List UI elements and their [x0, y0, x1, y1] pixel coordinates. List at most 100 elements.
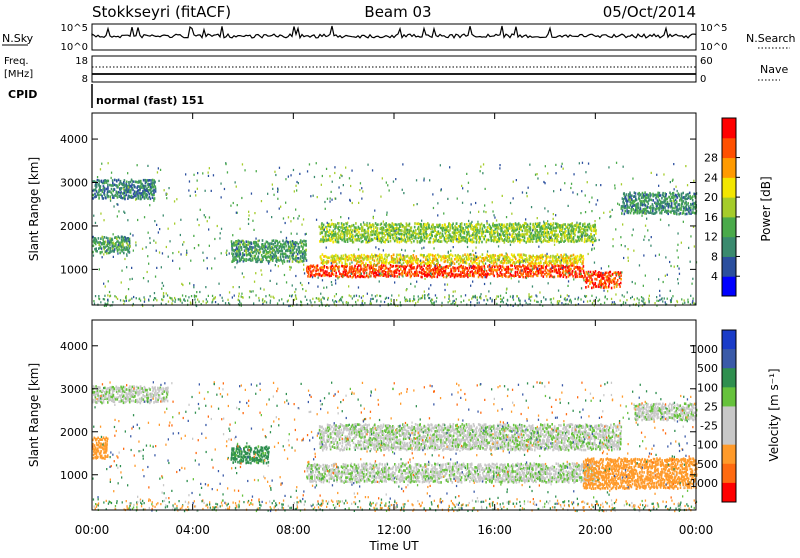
power-noise-cell: [339, 177, 340, 179]
power-noise-cell: [142, 248, 143, 250]
power-cell: [262, 258, 264, 261]
power-noise-cell: [557, 235, 558, 237]
power-noise-cell: [494, 217, 495, 219]
power-noise-cell: [263, 289, 264, 291]
power-cell: [635, 195, 637, 198]
power-cell: [401, 235, 403, 238]
power-cell: [152, 181, 154, 184]
power-noise-cell: [652, 195, 653, 197]
power-cell: [480, 256, 482, 259]
power-noise-cell: [374, 269, 375, 271]
power-cell: [343, 271, 345, 274]
power-noise-cell: [321, 184, 322, 186]
power-cell: [358, 236, 360, 239]
power-cell: [268, 251, 270, 254]
power-noise-cell: [253, 229, 254, 231]
power-noise-cell: [289, 269, 290, 271]
power-cell: [430, 241, 432, 244]
power-noise-cell: [555, 164, 556, 166]
power-noise-cell: [665, 275, 666, 277]
power-noise-cell: [470, 285, 471, 287]
power-cell: [301, 245, 303, 248]
power-cell: [470, 274, 472, 277]
power-noise-cell: [197, 180, 198, 182]
power-cell: [374, 259, 376, 262]
power-cell: [344, 265, 346, 268]
power-noise-cell: [296, 181, 297, 183]
power-cell: [364, 223, 366, 226]
power-cell: [341, 273, 343, 276]
power-noise-cell: [375, 254, 376, 256]
power-noise-cell: [291, 233, 292, 235]
power-cell: [324, 265, 326, 268]
power-cell: [458, 263, 460, 266]
power-noise-cell: [208, 175, 209, 177]
power-noise-cell: [506, 292, 507, 294]
power-cell: [343, 254, 345, 257]
power-noise-cell: [248, 218, 249, 220]
power-noise-cell: [314, 176, 315, 178]
power-noise-cell: [259, 240, 260, 242]
power-cell: [652, 210, 654, 213]
power-cell: [349, 262, 351, 265]
power-cell: [504, 241, 506, 244]
power-noise-cell: [277, 198, 278, 200]
power-cell: [465, 240, 467, 243]
power-cell: [529, 231, 531, 234]
power-cell: [231, 240, 233, 243]
power-noise-cell: [111, 172, 112, 174]
power-cell: [530, 256, 532, 259]
power-noise-cell: [241, 197, 242, 199]
power-noise-cell: [603, 290, 604, 292]
power-cell: [270, 254, 272, 257]
power-cell: [667, 210, 669, 213]
power-noise-cell: [578, 239, 579, 241]
power-noise-cell: [372, 169, 373, 171]
power-cell: [522, 230, 524, 233]
power-noise-cell: [117, 253, 118, 255]
power-cell: [378, 266, 380, 269]
power-noise-cell: [492, 210, 493, 212]
power-cell: [407, 271, 409, 274]
power-cell: [590, 271, 592, 274]
power-noise-cell: [499, 167, 500, 169]
power-noise-cell: [678, 282, 679, 284]
power-cell: [412, 257, 414, 260]
power-noise-cell: [331, 262, 332, 264]
power-cell: [492, 222, 494, 225]
power-cell: [252, 246, 254, 249]
power-noise-cell: [303, 269, 304, 271]
power-cell: [463, 227, 465, 230]
power-cell: [351, 224, 353, 227]
power-cell: [588, 285, 590, 288]
power-noise-cell: [305, 233, 306, 235]
power-cell: [642, 204, 644, 207]
power-cell: [424, 240, 426, 243]
power-noise-cell: [548, 282, 549, 284]
power-noise-cell: [285, 222, 286, 224]
power-cell: [469, 267, 471, 270]
power-cell: [411, 226, 413, 229]
power-cell: [595, 232, 597, 235]
power-cell: [647, 210, 649, 213]
power-noise-cell: [596, 184, 597, 186]
power-noise-cell: [683, 221, 684, 223]
power-noise-cell: [395, 230, 396, 232]
power-noise-cell: [351, 170, 352, 172]
power-noise-cell: [289, 266, 290, 268]
power-cell: [460, 256, 462, 259]
power-cell: [608, 285, 610, 288]
power-noise-cell: [570, 187, 571, 189]
power-cell: [256, 248, 258, 251]
power-noise-cell: [360, 182, 361, 184]
freq-tick-top: 18: [75, 56, 88, 67]
power-noise-cell: [323, 287, 324, 289]
power-noise-cell: [108, 162, 109, 164]
power-cell: [569, 224, 571, 227]
power-noise-cell: [291, 266, 292, 268]
power-cell: [413, 257, 415, 260]
power-noise-cell: [398, 267, 399, 269]
power-cell: [404, 226, 406, 229]
power-cell: [416, 271, 418, 274]
power-noise-cell: [150, 242, 151, 244]
